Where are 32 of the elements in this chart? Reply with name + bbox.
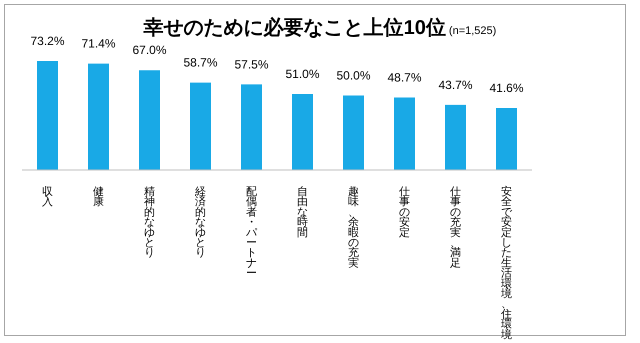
data-label: 41.6% <box>489 81 524 96</box>
category-label: 配偶者・パートナー <box>246 186 257 280</box>
chart-title: 幸せのために必要なこと上位10位 <box>144 17 446 39</box>
data-label: 71.4% <box>81 36 116 51</box>
x-tick-label: 自由な時間 <box>297 186 308 239</box>
data-label: 73.2% <box>30 34 65 48</box>
x-tick-label: 収入 <box>42 185 53 208</box>
bar <box>343 96 364 170</box>
bar <box>241 84 262 170</box>
x-tick-label: 仕事の安定 <box>399 186 410 239</box>
bar <box>394 97 415 170</box>
x-tick-label: 経済的なゆとり <box>194 186 206 260</box>
bar <box>292 94 313 170</box>
data-label: 58.7% <box>183 56 218 70</box>
bar <box>139 70 160 170</box>
data-label: 57.5% <box>234 57 269 72</box>
data-label: 67.0% <box>132 43 167 58</box>
data-label: 51.0% <box>285 67 320 82</box>
bar <box>445 104 466 170</box>
bar <box>190 82 211 170</box>
x-tick-label: 趣味、余暇の充実 <box>348 186 359 270</box>
data-label: 43.7% <box>438 78 473 92</box>
category-label: 安全で安定した生活環境、住環境 <box>501 186 512 341</box>
bar <box>37 61 58 170</box>
x-tick-label: 健康 <box>93 186 104 208</box>
data-label: 50.0% <box>336 68 371 83</box>
chart-subtitle: (n=1,525) <box>448 25 496 37</box>
data-label: 48.7% <box>387 70 422 84</box>
bar <box>496 108 517 170</box>
x-tick-label: 仕事の充実、満足 <box>450 186 461 270</box>
bar <box>88 64 109 170</box>
x-tick-label: 精神的なゆとり <box>144 186 155 260</box>
